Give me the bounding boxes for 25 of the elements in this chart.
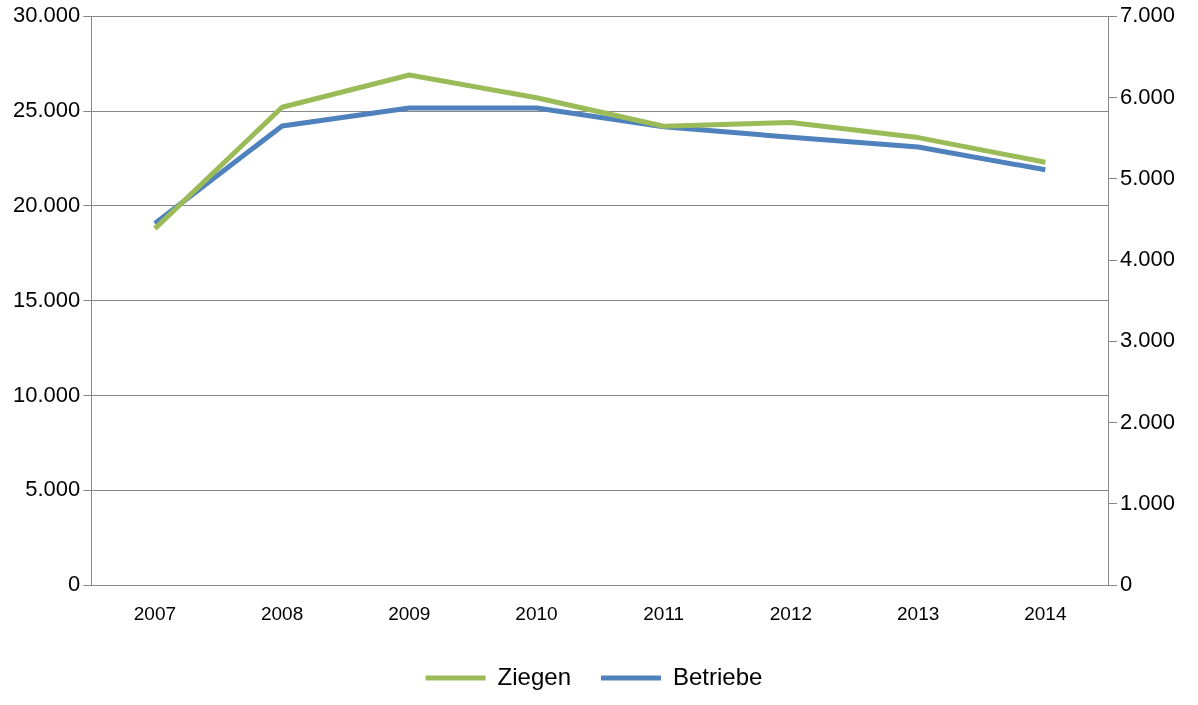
x-tick-label: 2009 [388, 602, 431, 624]
y-tick-label: 5.000 [25, 476, 81, 502]
y2-tick-label: 2.000 [1119, 408, 1176, 434]
legend-label: Ziegen [497, 662, 571, 690]
legend-label: Betriebe [673, 662, 763, 690]
y2-tick-label: 0 [1119, 571, 1133, 597]
y2-tick-label: 5.000 [1119, 164, 1176, 190]
x-tick-label: 2014 [1024, 602, 1067, 624]
y2-tick-label: 1.000 [1119, 489, 1176, 515]
y-tick-label: 10.000 [12, 381, 81, 407]
y2-tick-label: 7.000 [1119, 2, 1176, 28]
x-tick-label: 2008 [260, 602, 304, 624]
y-tick-label: 15.000 [12, 286, 81, 312]
y2-tick-label: 6.000 [1119, 83, 1176, 109]
y-tick-label: 25.000 [12, 97, 81, 123]
y-tick-label: 0 [68, 571, 81, 597]
x-tick-label: 2012 [769, 602, 813, 624]
y-tick-label: 30.000 [12, 2, 81, 28]
y-tick-label: 20.000 [12, 191, 81, 217]
y2-tick-label: 3.000 [1119, 327, 1176, 353]
x-tick-label: 2011 [643, 602, 685, 624]
x-tick-label: 2007 [133, 602, 177, 624]
y2-tick-label: 4.000 [1119, 246, 1176, 272]
x-tick-label: 2010 [515, 602, 558, 624]
x-tick-label: 2013 [896, 602, 940, 624]
